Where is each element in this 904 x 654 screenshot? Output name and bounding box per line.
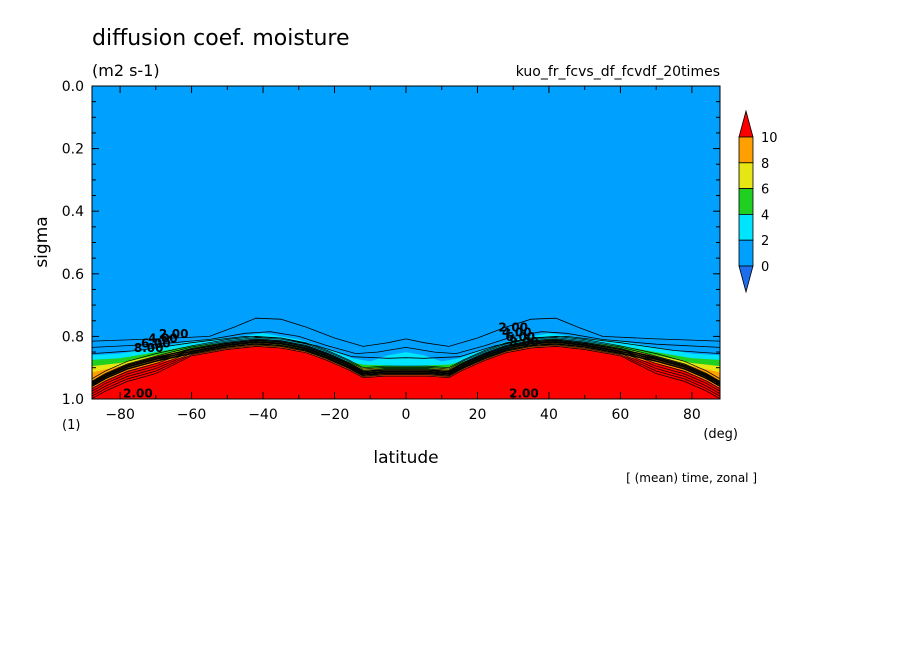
- colorbar-segment: [738, 136, 754, 164]
- x-axis: −80 −60 −40 −20 0 20 40 60 80: [105, 86, 701, 423]
- contour-label: 2.00: [159, 327, 189, 341]
- y-axis-label: sigma: [32, 216, 52, 267]
- x-tick-label: 60: [612, 407, 630, 423]
- colorbar-segment: [738, 162, 754, 190]
- x-tick-label: 0: [402, 407, 411, 423]
- contour-label: 2.00: [123, 386, 153, 400]
- run-label: kuo_fr_fcvs_df_fcvdf_20times: [516, 64, 720, 80]
- contour-label: 2.00: [498, 321, 528, 335]
- x-axis-label: latitude: [373, 448, 438, 468]
- field-band-above-10: [92, 345, 720, 399]
- contour-line: [91, 331, 721, 355]
- colorbar-label: 6: [761, 183, 769, 198]
- contour-label: 6.00: [506, 330, 536, 344]
- y-tick-label: 0.2: [62, 142, 84, 158]
- contour-label: 8.00: [509, 335, 539, 349]
- y-tick-label: 1.0: [62, 392, 84, 408]
- x-tick-label: 40: [540, 407, 558, 423]
- contour-line: [91, 335, 721, 359]
- x-axis-unit: (deg): [703, 427, 738, 442]
- contour-label: 2.00: [509, 386, 539, 400]
- x-tick-label: −40: [248, 407, 278, 423]
- chart-title: diffusion coef. moisture: [92, 26, 350, 51]
- colorbar-label: 10: [761, 131, 778, 146]
- x-tick-label: −20: [320, 407, 350, 423]
- contour-label: 6.00: [141, 336, 171, 350]
- contour-line: [91, 344, 721, 397]
- colorbar-label: 4: [761, 208, 769, 223]
- contour-label: 4.00: [502, 325, 532, 339]
- x-tick-label: 80: [683, 407, 701, 423]
- colorbar-segment: [738, 109, 754, 138]
- y-axis: 0.0 0.2 0.4 0.6 0.8 1.0: [62, 79, 720, 408]
- y-tick-label: 0.4: [62, 204, 84, 220]
- contour-line-heavy: [91, 339, 721, 384]
- contour-line: [91, 346, 721, 400]
- y-tick-label: 0.0: [62, 79, 84, 95]
- colorbar-segment: [738, 213, 754, 241]
- chart-units: (m2 s-1): [92, 61, 160, 80]
- contour-line-heavy: [91, 343, 721, 387]
- contour-line: [91, 336, 721, 380]
- contour-label: 8.00: [134, 341, 164, 355]
- contour-line: [91, 337, 721, 382]
- colorbar-segment: [738, 265, 754, 294]
- contour-line-heavy: [91, 341, 721, 385]
- y-tick-label: 0.8: [62, 329, 84, 345]
- contour-lines: [91, 317, 721, 400]
- colorbar: 10 8 6 4 2 0: [738, 109, 778, 294]
- colorbar-segment: [738, 188, 754, 215]
- x-tick-label: 20: [469, 407, 487, 423]
- contour-label: 4.00: [148, 332, 178, 346]
- contour-labels: 2.004.006.008.002.004.006.008.002.00 2.00: [123, 321, 539, 401]
- plot-area: [92, 86, 720, 399]
- footer-note: [ (mean) time, zonal ]: [626, 471, 757, 485]
- colorbar-label: 2: [761, 234, 769, 249]
- colorbar-label: 0: [761, 260, 769, 275]
- colorbar-label: 8: [761, 157, 769, 172]
- colorbar-segment: [738, 239, 754, 267]
- y-axis-unit: (1): [62, 418, 80, 433]
- contour-line: [91, 338, 721, 385]
- x-tick-label: −80: [105, 407, 135, 423]
- y-tick-label: 0.6: [62, 267, 84, 283]
- contour-line: [91, 317, 721, 347]
- x-tick-label: −60: [177, 407, 207, 423]
